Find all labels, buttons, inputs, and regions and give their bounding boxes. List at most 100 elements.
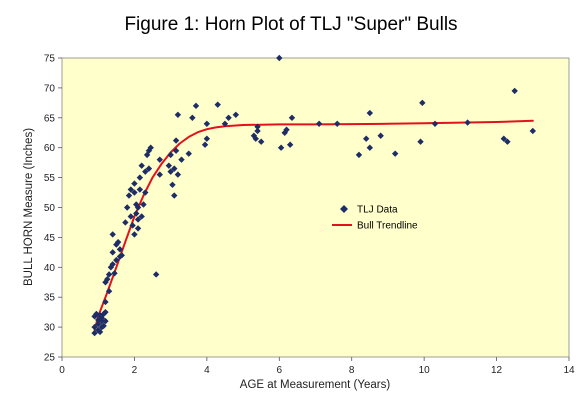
data-point <box>102 298 109 306</box>
data-point <box>174 171 182 178</box>
data-point <box>169 181 176 188</box>
data-point <box>96 328 104 336</box>
data-point <box>125 192 133 199</box>
data-point <box>529 127 536 135</box>
data-point <box>100 322 107 330</box>
y-tick-label: 55 <box>44 173 56 184</box>
y-tick-label: 75 <box>44 54 56 65</box>
data-point <box>102 317 109 325</box>
y-tick-label: 70 <box>44 83 56 94</box>
data-point <box>225 114 232 121</box>
x-axis: 0 2 4 6 8 10 12 14 <box>59 357 575 376</box>
data-point <box>363 135 370 142</box>
data-point <box>464 119 471 126</box>
y-tick-label: 25 <box>44 353 56 364</box>
data-point <box>419 99 426 107</box>
data-point <box>109 249 116 256</box>
data-point <box>105 288 113 295</box>
data-point <box>203 120 211 127</box>
data-point <box>138 213 145 220</box>
trendline-curve <box>93 119 534 332</box>
data-point <box>366 109 374 117</box>
data-point <box>156 156 163 163</box>
data-point <box>174 111 182 119</box>
data-point <box>118 252 125 259</box>
data-point <box>113 256 120 264</box>
y-tick-label: 35 <box>44 293 56 304</box>
data-point <box>277 144 285 151</box>
chart-title: Figure 1: Horn Plot of TLJ "Super" Bulls <box>124 14 457 35</box>
legend-label-data: TLJ Data <box>357 205 398 216</box>
data-point <box>167 168 174 175</box>
legend-label-trendline: Bull Trendline <box>357 221 418 232</box>
legend-box <box>324 187 454 238</box>
y-tick-label: 65 <box>44 113 56 124</box>
y-tick-label: 40 <box>44 263 56 274</box>
x-tick-label: 0 <box>59 365 65 376</box>
data-point <box>127 186 135 193</box>
data-point <box>127 213 135 220</box>
data-point <box>140 201 147 208</box>
x-tick-label: 14 <box>563 365 575 376</box>
x-tick-label: 2 <box>132 365 138 376</box>
data-point <box>131 189 138 196</box>
data-point <box>114 238 122 246</box>
data-point <box>171 165 178 172</box>
data-point <box>131 180 138 187</box>
data-point <box>138 162 145 169</box>
data-point <box>133 201 140 208</box>
data-point <box>129 222 136 229</box>
data-point <box>377 132 384 139</box>
data-point <box>276 54 283 62</box>
data-point <box>142 168 149 175</box>
y-tick-label: 45 <box>44 233 56 244</box>
data-point <box>221 120 229 127</box>
data-point <box>109 231 116 238</box>
data-point <box>189 114 196 121</box>
data-points-layer <box>91 54 536 337</box>
data-point <box>171 192 178 199</box>
y-tick-label: 50 <box>44 203 56 214</box>
data-point <box>201 141 209 148</box>
y-axis-label: BULL HORN Measure (Inches) <box>23 128 35 286</box>
data-point <box>431 120 439 127</box>
y-tick-label: 30 <box>44 323 56 334</box>
data-point <box>133 210 140 217</box>
data-point <box>91 329 98 337</box>
data-point <box>172 147 180 154</box>
data-point <box>167 151 174 159</box>
data-point <box>152 271 160 278</box>
plot-area <box>61 57 570 358</box>
data-point <box>102 308 109 316</box>
x-tick-label: 6 <box>277 365 283 376</box>
y-axis: 25 30 35 40 45 50 55 60 65 70 75 <box>44 54 62 364</box>
x-tick-label: 4 <box>204 365 210 376</box>
data-point <box>417 138 424 145</box>
data-point <box>334 120 341 127</box>
data-point <box>104 276 111 283</box>
data-point <box>391 150 399 157</box>
data-point <box>283 126 290 133</box>
data-point <box>134 216 142 223</box>
data-point <box>192 102 200 110</box>
data-point <box>134 204 142 211</box>
data-point <box>134 225 142 232</box>
data-point <box>111 270 118 277</box>
data-point <box>105 271 113 278</box>
data-point <box>136 174 144 181</box>
x-tick-label: 12 <box>491 365 503 376</box>
data-point <box>315 120 323 127</box>
data-point <box>366 144 374 151</box>
data-point <box>185 150 192 157</box>
data-point <box>122 219 129 226</box>
data-point <box>109 261 116 268</box>
data-point <box>252 135 259 142</box>
data-point <box>286 141 294 148</box>
data-point <box>95 320 102 328</box>
data-point <box>136 186 144 193</box>
data-point <box>254 123 261 130</box>
data-point <box>257 138 265 145</box>
data-point <box>165 162 173 169</box>
data-point <box>91 323 98 331</box>
